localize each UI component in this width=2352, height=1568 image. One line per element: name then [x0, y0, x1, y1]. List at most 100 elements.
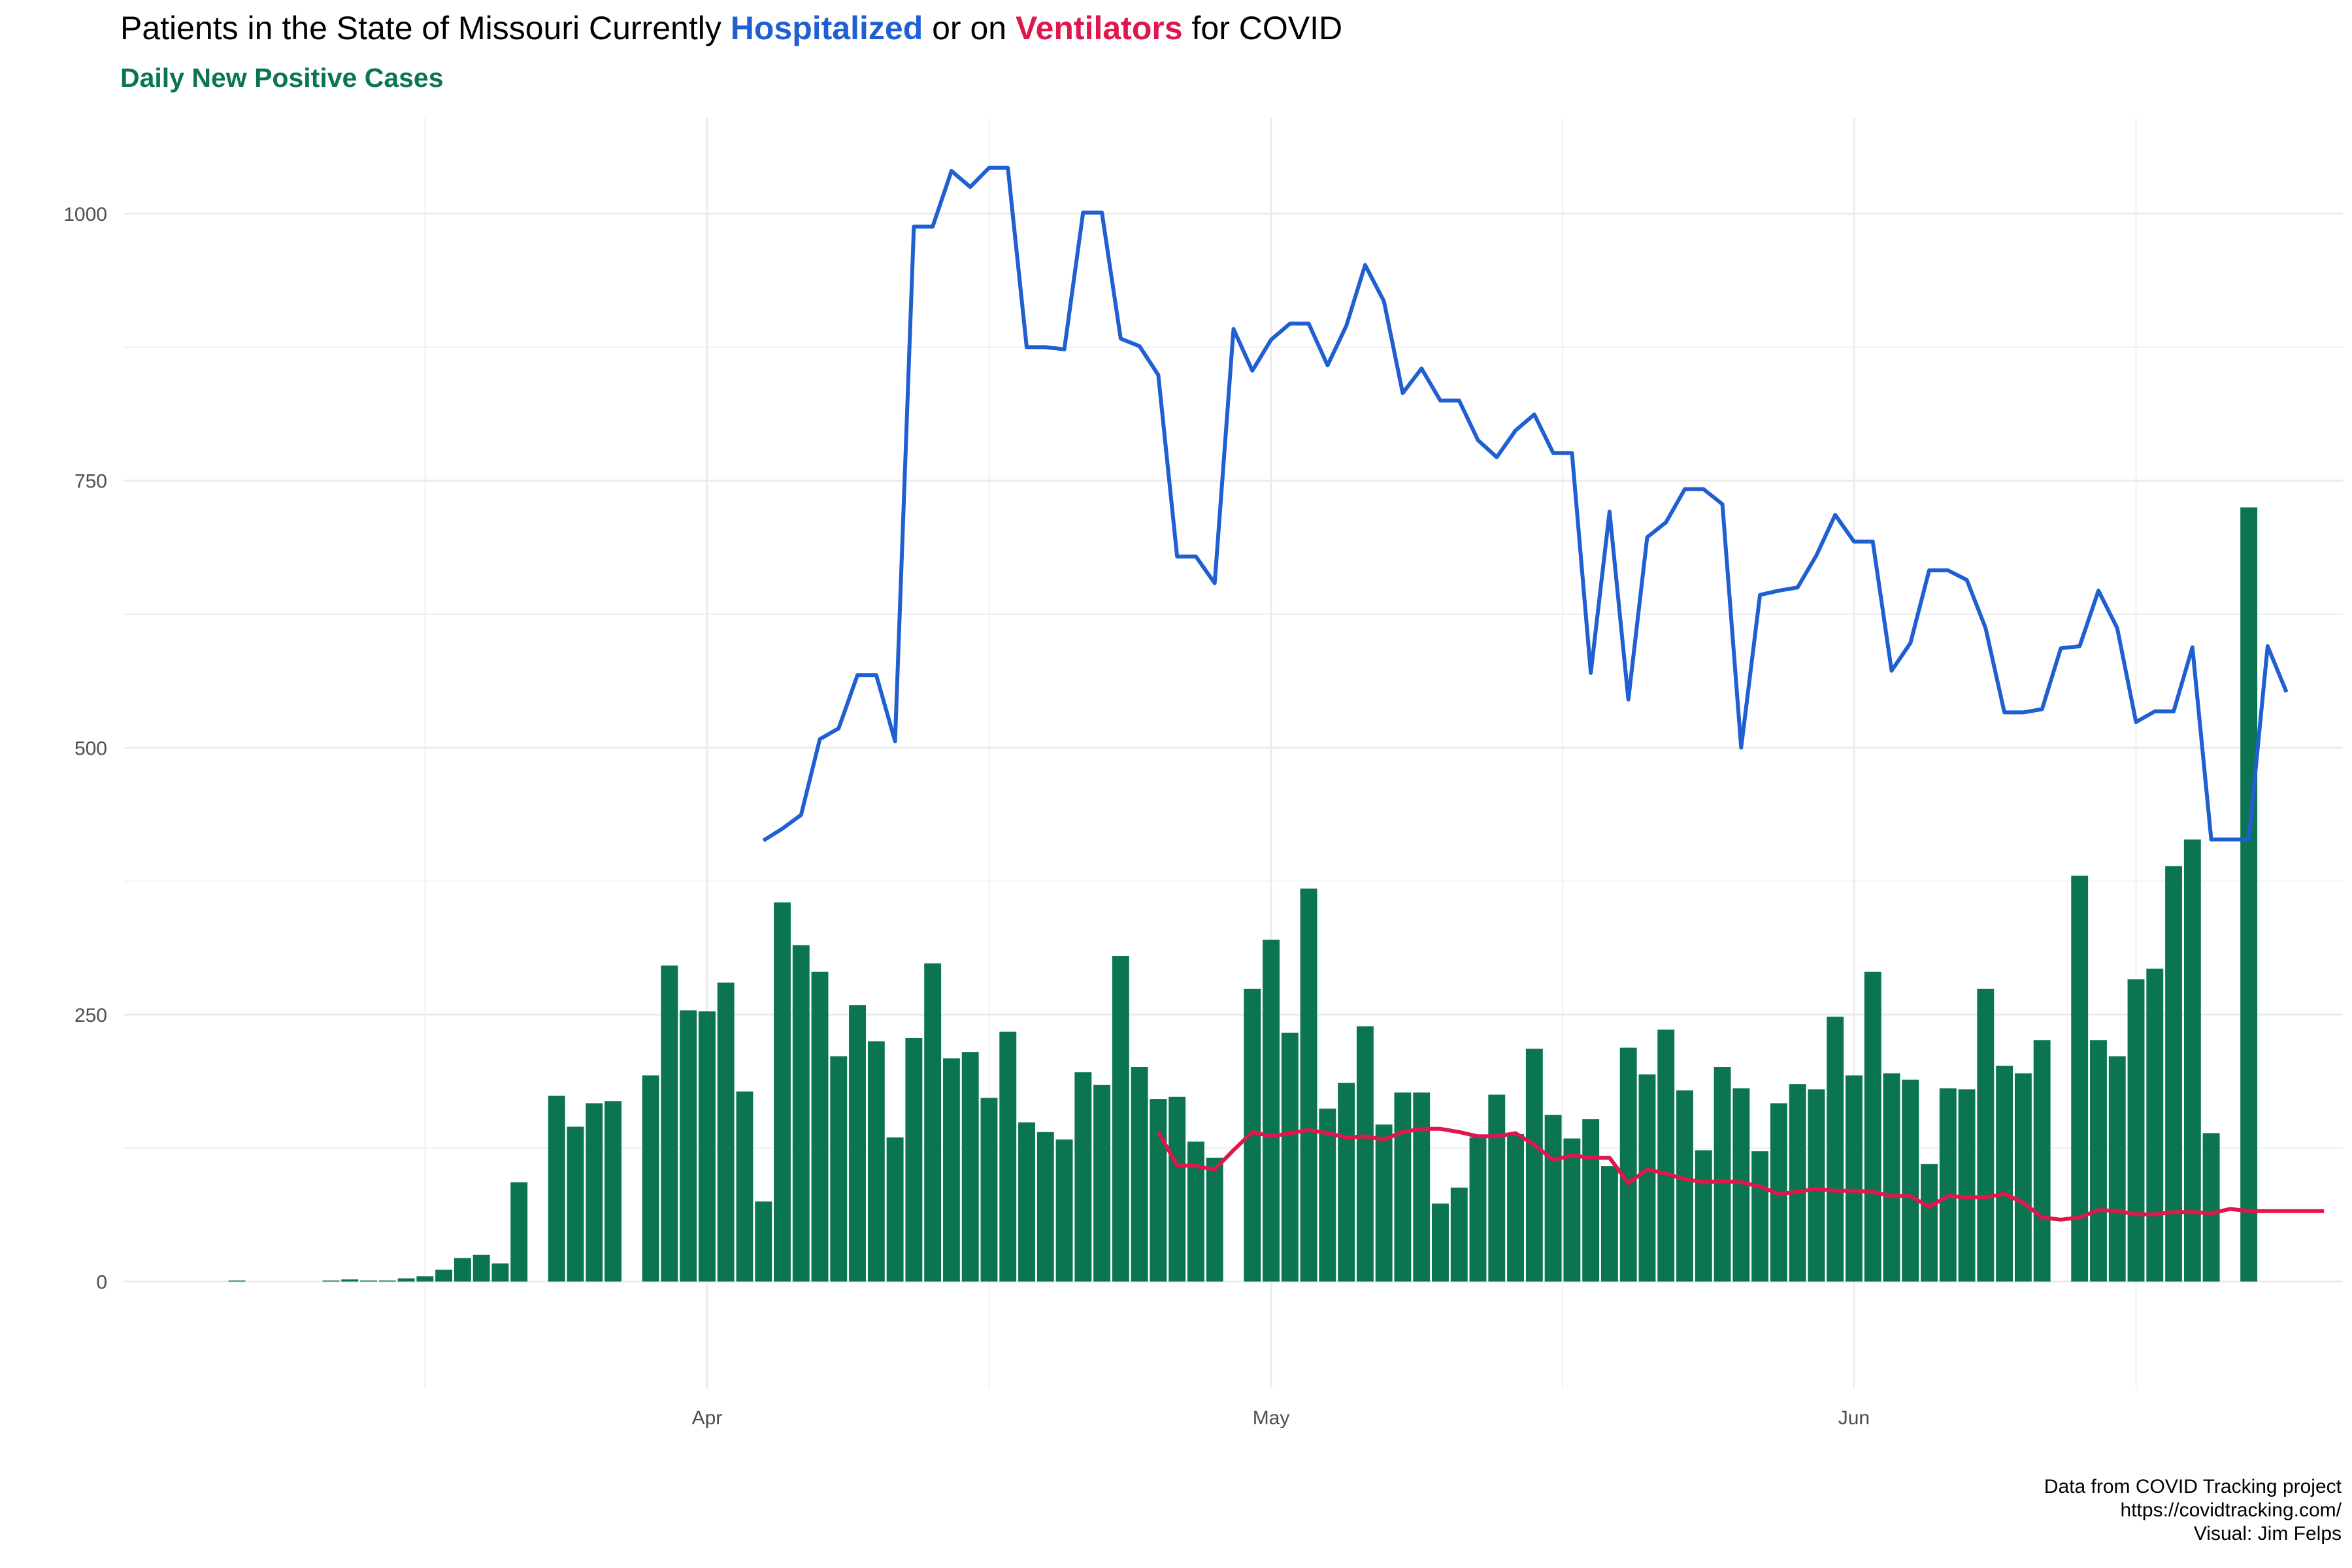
chart-title: Patients in the State of Missouri Curren… [120, 9, 1342, 47]
cases-bar [1657, 1029, 1675, 1282]
source-caption: Data from COVID Tracking project https:/… [2044, 1475, 2342, 1546]
cases-bars [228, 507, 2258, 1282]
cases-bar [642, 1075, 659, 1282]
x-axis-tick-labels: Apr May Jun [692, 1407, 1870, 1429]
cases-bar [1939, 1088, 1957, 1282]
cases-bar [1074, 1072, 1092, 1282]
cases-bar [548, 1096, 565, 1282]
y-tick-label: 0 [96, 1272, 107, 1294]
cases-bar [1356, 1026, 1374, 1282]
cases-bar [1883, 1073, 1900, 1282]
cases-bar [1695, 1150, 1712, 1282]
cases-bar [886, 1137, 904, 1282]
cases-bar [2240, 507, 2258, 1282]
cases-bar [454, 1258, 471, 1282]
cases-bar [1977, 988, 1995, 1282]
lines-layer [762, 165, 2325, 1222]
cases-bar [961, 1052, 979, 1282]
cases-bar [2071, 875, 2089, 1282]
cases-bar [510, 1182, 528, 1282]
cases-bar [999, 1032, 1017, 1282]
cases-bar [2165, 866, 2183, 1282]
cases-bar [2090, 1040, 2107, 1282]
cases-bar [942, 1058, 960, 1282]
cases-bar [1469, 1137, 1487, 1282]
cases-bar [1563, 1138, 1581, 1282]
caption-line: Data from COVID Tracking project [2044, 1476, 2342, 1497]
cases-bar [322, 1280, 340, 1282]
title-segment: Patients in the State of Missouri Curren… [120, 10, 731, 46]
y-tick-label: 250 [75, 1005, 107, 1026]
cases-bar [1488, 1094, 1506, 1282]
cases-bar [1394, 1092, 1412, 1282]
cases-bar [792, 945, 810, 1282]
cases-bar [341, 1279, 359, 1282]
cases-bar [2202, 1133, 2220, 1282]
cases-bar [1751, 1151, 1769, 1282]
y-tick-label: 750 [75, 471, 107, 493]
cases-bar [472, 1254, 490, 1282]
cases-bar [416, 1276, 434, 1282]
cases-bar [1112, 956, 1129, 1282]
cases-bar [1902, 1079, 1919, 1282]
cases-bar [1319, 1108, 1336, 1282]
cases-bar [1093, 1085, 1111, 1282]
cases-bar [1827, 1017, 1844, 1282]
cases-bar [980, 1098, 998, 1282]
cases-bar [1375, 1124, 1393, 1282]
cases-bar [1338, 1083, 1355, 1282]
cases-bar [1582, 1119, 1600, 1282]
cases-bar [661, 965, 678, 1282]
cases-bar [1150, 1099, 1167, 1282]
cases-bar [811, 972, 829, 1282]
x-tick-label: May [1253, 1407, 1290, 1429]
cases-bar [1263, 939, 1280, 1282]
cases-bar [567, 1126, 584, 1282]
cases-bar [1789, 1084, 1806, 1282]
cases-bar [1055, 1139, 1073, 1282]
cases-bar [1958, 1089, 1976, 1282]
cases-bar [2033, 1040, 2051, 1282]
cases-bar [1018, 1122, 1035, 1282]
cases-bar [397, 1278, 415, 1282]
cases-bar [1714, 1067, 1731, 1282]
cases-bar [1676, 1090, 1693, 1282]
title-segment: or on [923, 10, 1016, 46]
cases-bar [680, 1010, 697, 1282]
cases-bar [1281, 1032, 1299, 1282]
cases-bar [1846, 1075, 1863, 1282]
cases-bar [1413, 1092, 1431, 1282]
cases-bar [1619, 1047, 1637, 1282]
cases-bar [1168, 1096, 1186, 1282]
cases-bar [1507, 1134, 1525, 1282]
cases-bar [2127, 979, 2145, 1282]
cases-bar [1638, 1074, 1656, 1282]
title-segment: Ventilators [1015, 10, 1183, 46]
cases-bar [1808, 1089, 1825, 1282]
cases-bar [2014, 1073, 2032, 1282]
cases-bar [1600, 1166, 1618, 1282]
y-tick-label: 1000 [63, 204, 107, 225]
y-axis-tick-labels: 0 250 500 750 1000 [63, 204, 107, 1293]
caption-line: https://covidtracking.com/ [2120, 1499, 2342, 1521]
cases-bar [586, 1103, 603, 1282]
cases-bar [755, 1201, 772, 1282]
cases-bar [360, 1280, 377, 1282]
cases-bar [1450, 1187, 1468, 1282]
cases-bar [698, 1011, 716, 1282]
cases-bar [1300, 889, 1317, 1282]
cases-bar [717, 982, 735, 1282]
cases-bar [1036, 1132, 1054, 1282]
y-tick-label: 500 [75, 738, 107, 759]
cases-bar [491, 1263, 509, 1282]
cases-bar [1432, 1203, 1449, 1282]
cases-bar [736, 1091, 754, 1282]
cases-bar [924, 963, 942, 1282]
cases-bar [1921, 1164, 1938, 1282]
cases-bar [2108, 1056, 2126, 1282]
cases-bar [1206, 1157, 1223, 1282]
cases-bar [435, 1269, 453, 1282]
cases-bar [774, 902, 791, 1282]
cases-bar [228, 1280, 246, 1282]
